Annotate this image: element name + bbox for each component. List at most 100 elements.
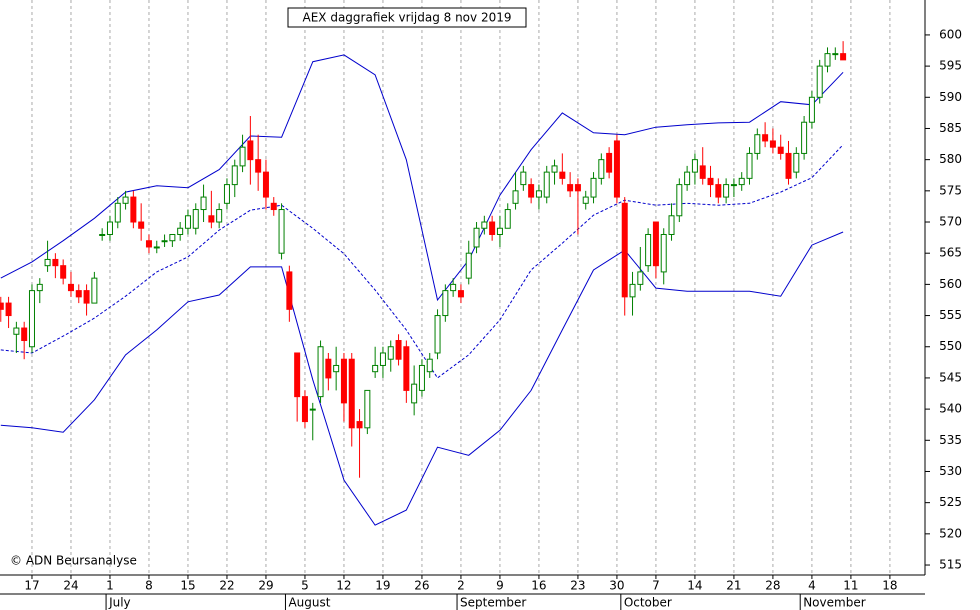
y-tick-label: 600 xyxy=(939,27,962,41)
y-tick-label: 525 xyxy=(939,495,962,509)
candle-body xyxy=(192,209,199,229)
candle-body xyxy=(590,177,597,198)
candle-body xyxy=(169,233,176,242)
candle-body xyxy=(138,221,145,229)
candle-body xyxy=(699,165,706,179)
candle-body xyxy=(426,358,433,373)
candle-body xyxy=(255,159,262,173)
y-tick-label: 560 xyxy=(939,277,962,291)
x-tick-label: 12 xyxy=(336,579,351,593)
candle-body xyxy=(637,271,644,285)
candle-body xyxy=(738,177,745,186)
candle-body xyxy=(824,53,831,67)
y-tick-label: 590 xyxy=(939,90,962,104)
candle-body xyxy=(325,358,332,379)
y-tick-label: 595 xyxy=(939,59,962,73)
candle-body xyxy=(606,152,613,173)
x-tick-label: 26 xyxy=(414,579,429,593)
y-tick-label: 555 xyxy=(939,308,962,322)
candle-body xyxy=(91,277,98,304)
candle-body xyxy=(465,252,472,279)
candle-body xyxy=(60,265,67,279)
candle-body xyxy=(793,152,800,173)
candle-body xyxy=(239,146,246,167)
candle-body xyxy=(177,227,184,235)
candle-body xyxy=(559,171,566,179)
candle-body xyxy=(387,346,394,360)
candle-body xyxy=(785,152,792,179)
candle-body xyxy=(278,209,285,254)
candle-body xyxy=(114,202,121,223)
x-tick-label: 23 xyxy=(570,579,585,593)
candle-body xyxy=(348,358,355,429)
x-tick-label: 1 xyxy=(106,579,114,593)
candle-body xyxy=(75,290,82,298)
candle-body xyxy=(512,190,519,204)
y-tick-label: 520 xyxy=(939,526,962,540)
candle-body xyxy=(262,171,269,198)
y-tick-label: 580 xyxy=(939,152,962,166)
chart-title: AEX daggrafiek vrijdag 8 nov 2019 xyxy=(303,11,512,25)
month-label: September xyxy=(460,596,526,610)
candle-body xyxy=(746,152,753,179)
candle-body xyxy=(668,215,675,235)
candle-body xyxy=(434,315,441,354)
candle-body xyxy=(418,364,425,391)
candle-body xyxy=(270,202,277,211)
candle-body xyxy=(613,140,620,198)
x-tick-label: 18 xyxy=(882,579,897,593)
candle-body xyxy=(551,165,558,173)
candle-body xyxy=(223,184,230,204)
candle-body xyxy=(333,364,340,373)
x-tick-label: 22 xyxy=(219,579,234,593)
x-tick-label: 8 xyxy=(145,579,153,593)
candle-body xyxy=(723,184,730,198)
x-tick-label: 21 xyxy=(726,579,741,593)
x-tick-label: 15 xyxy=(180,579,195,593)
candle-body xyxy=(528,184,535,198)
title-box xyxy=(287,7,527,28)
candle-body xyxy=(247,140,254,161)
candle-body xyxy=(294,352,301,398)
y-tick-label: 565 xyxy=(939,246,962,260)
candle-body xyxy=(106,221,113,235)
candle-body xyxy=(153,246,160,249)
candle-body xyxy=(629,283,636,298)
candle-body xyxy=(762,134,769,142)
candle-body xyxy=(707,177,714,186)
month-label: August xyxy=(288,596,330,610)
candle-body xyxy=(286,271,293,310)
candle-body xyxy=(481,221,488,229)
y-tick-label: 570 xyxy=(939,215,962,229)
candle-body xyxy=(99,233,106,236)
candle-body xyxy=(340,358,347,404)
candle-body xyxy=(450,283,457,292)
x-tick-label: 24 xyxy=(63,579,78,593)
candle-body xyxy=(582,196,589,204)
candle-body xyxy=(574,184,581,192)
x-tick-label: 4 xyxy=(808,579,816,593)
candle-body xyxy=(520,171,527,186)
y-tick-label: 540 xyxy=(939,402,962,416)
candle-body xyxy=(543,171,550,198)
candle-body xyxy=(473,227,480,248)
candle-body xyxy=(200,196,207,211)
candle-body xyxy=(816,65,823,98)
x-tick-label: 10 xyxy=(0,579,1,593)
candle-body xyxy=(730,184,737,187)
candle-body xyxy=(645,233,652,267)
x-tick-label: 2 xyxy=(457,579,465,593)
y-tick-label: 515 xyxy=(939,558,962,572)
candle-body xyxy=(777,146,784,154)
y-tick-label: 550 xyxy=(939,339,962,353)
candle-body xyxy=(161,240,168,243)
candle-body xyxy=(832,53,839,56)
candle-body xyxy=(652,221,659,267)
copyright: © ADN Beursanalyse xyxy=(10,554,137,568)
y-tick-label: 575 xyxy=(939,183,962,197)
band-lower xyxy=(0,231,844,526)
candle-body xyxy=(301,396,308,423)
candle-body xyxy=(715,184,722,198)
candle-body xyxy=(621,202,628,298)
